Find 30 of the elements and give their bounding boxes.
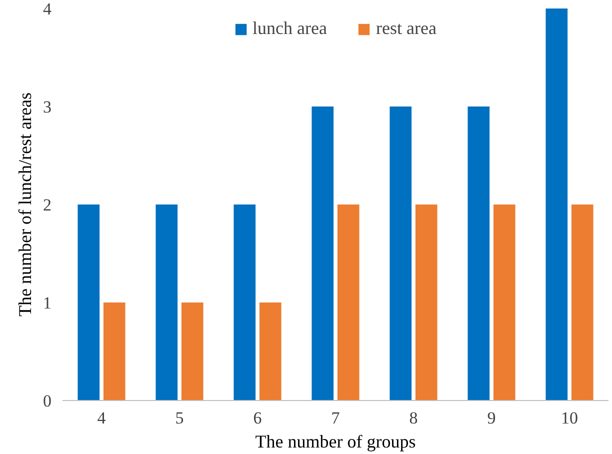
- x-tick-label: 10: [561, 408, 578, 428]
- bar: [156, 204, 178, 400]
- legend-label: rest area: [376, 18, 436, 39]
- y-tick-label: 2: [43, 196, 52, 214]
- bar: [181, 302, 204, 400]
- x-tick-label: 9: [487, 408, 496, 428]
- bar: [415, 204, 438, 400]
- y-tick-label: 3: [43, 98, 52, 116]
- bar: [259, 302, 282, 400]
- legend-label: lunch area: [252, 18, 327, 39]
- x-tick-label: 6: [253, 408, 262, 428]
- x-tick-label: 8: [409, 408, 418, 428]
- bar: [103, 302, 126, 400]
- bar: [78, 204, 100, 400]
- x-axis-title: The number of groups: [255, 432, 416, 452]
- bar: [337, 204, 360, 400]
- bar: [546, 8, 568, 400]
- bar: [468, 106, 490, 400]
- y-tick-label: 4: [43, 0, 52, 18]
- bar: [571, 204, 594, 400]
- bar: [493, 204, 516, 400]
- bar: [312, 106, 334, 400]
- x-tick-label: 4: [97, 408, 106, 428]
- bar: [390, 106, 412, 400]
- x-tick-label: 7: [331, 408, 340, 428]
- y-axis-title: The number of lunch/rest areas: [15, 92, 35, 316]
- x-tick-label: 5: [175, 408, 184, 428]
- y-tick-label: 0: [43, 392, 52, 410]
- bar: [234, 204, 256, 400]
- y-tick-label: 1: [43, 294, 52, 312]
